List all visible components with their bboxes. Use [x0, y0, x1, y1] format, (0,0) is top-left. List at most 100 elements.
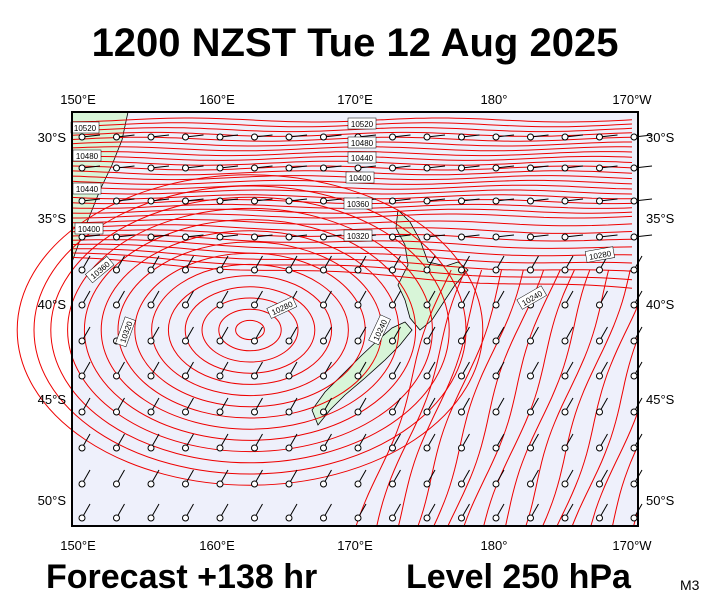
- contour-label-box: [347, 136, 377, 149]
- barb-station: [251, 514, 258, 522]
- barb-station: [492, 337, 500, 345]
- barb-station: [389, 197, 396, 205]
- contour-label: 10400: [74, 222, 104, 235]
- barb-station: [354, 164, 362, 172]
- contour-line: [201, 297, 299, 363]
- contour-line: [525, 269, 610, 527]
- barb-station: [389, 408, 396, 416]
- contour-line: [72, 248, 633, 272]
- barb-station: [596, 266, 603, 274]
- barb-station: [113, 133, 120, 141]
- barb-station: [78, 372, 86, 380]
- contour-line: [355, 269, 452, 527]
- barb-station: [630, 372, 638, 380]
- barb-station: [423, 197, 431, 205]
- barb-station: [182, 197, 189, 205]
- contour-line: [463, 269, 561, 527]
- barb-station: [147, 480, 155, 488]
- barb-station: [285, 133, 293, 141]
- barb-station: [561, 233, 569, 241]
- contour-line: [71, 184, 633, 190]
- wind-barbs: [78, 133, 653, 522]
- lon-label: 170°E: [337, 92, 373, 107]
- barb-station: [458, 480, 465, 488]
- lat-label: 50°S: [646, 493, 675, 508]
- barb-station: [251, 164, 258, 172]
- barb-station: [285, 408, 293, 416]
- barb-station: [216, 408, 224, 416]
- contour-label: 10280: [584, 246, 615, 263]
- contour-line: [71, 243, 633, 264]
- barb-station: [182, 514, 189, 522]
- barb-station: [182, 408, 189, 416]
- barb-station: [527, 337, 534, 345]
- contour-label-text: 10520: [351, 120, 374, 129]
- barb-station: [423, 444, 431, 452]
- barb-station: [354, 266, 362, 274]
- contour-label-box: [115, 316, 136, 348]
- barb-station: [458, 133, 465, 141]
- barb-station: [113, 444, 120, 452]
- barb-station: [354, 301, 362, 309]
- barb-station: [216, 266, 224, 274]
- barb-station: [113, 233, 120, 241]
- barb-station: [251, 233, 258, 241]
- barb-station: [147, 266, 155, 274]
- barb-station: [147, 197, 155, 205]
- barb-station: [630, 337, 638, 345]
- contour-line: [151, 263, 349, 397]
- barb-station: [458, 197, 465, 205]
- barb-station: [182, 133, 189, 141]
- barb-station: [216, 480, 224, 488]
- contour-label-box: [347, 151, 377, 164]
- barb-station: [561, 301, 569, 309]
- barb-station: [596, 197, 603, 205]
- barb-station: [354, 444, 362, 452]
- contour-label-text: 10400: [349, 174, 372, 183]
- lon-label: 170°W: [612, 538, 652, 553]
- contour-label-text: 10320: [347, 232, 370, 241]
- barb-station: [423, 408, 431, 416]
- barb-station: [561, 133, 569, 141]
- barb-station: [630, 408, 638, 416]
- land-south-island: [311, 321, 413, 426]
- contour-label-text: 10480: [351, 139, 374, 148]
- barb-station: [78, 514, 86, 522]
- contour-line: [447, 269, 545, 527]
- barb-station: [182, 266, 189, 274]
- barb-station: [527, 408, 534, 416]
- contour-label-box: [85, 256, 115, 284]
- barb-station: [492, 266, 500, 274]
- barb-station: [389, 337, 396, 345]
- barb-station: [78, 301, 86, 309]
- barb-station: [78, 133, 86, 141]
- contour-line: [376, 269, 466, 527]
- contour-label-text: 10360: [347, 200, 370, 209]
- barb-station: [78, 408, 86, 416]
- barb-station: [561, 408, 569, 416]
- barb-station: [492, 514, 500, 522]
- barb-station: [147, 408, 155, 416]
- contour-line: [67, 207, 433, 453]
- barb-station: [527, 480, 534, 488]
- barb-station: [527, 444, 534, 452]
- contour-label: 10400: [345, 171, 375, 184]
- barb-station: [630, 301, 638, 309]
- barb-station: [251, 408, 258, 416]
- barb-station: [78, 233, 86, 241]
- barb-station: [78, 164, 86, 172]
- barb-station: [630, 233, 638, 241]
- barb-station: [285, 337, 293, 345]
- barb-station: [354, 408, 362, 416]
- model-label: M3: [680, 577, 700, 593]
- barb-station: [458, 514, 465, 522]
- barb-station: [182, 164, 189, 172]
- lon-label: 170°E: [337, 538, 373, 553]
- barb-station: [251, 133, 258, 141]
- barb-station: [320, 372, 327, 380]
- barb-station: [78, 444, 86, 452]
- contour-line: [50, 196, 450, 464]
- contour-label-text: 10440: [76, 185, 99, 194]
- barb-station: [78, 480, 86, 488]
- barb-station: [147, 337, 155, 345]
